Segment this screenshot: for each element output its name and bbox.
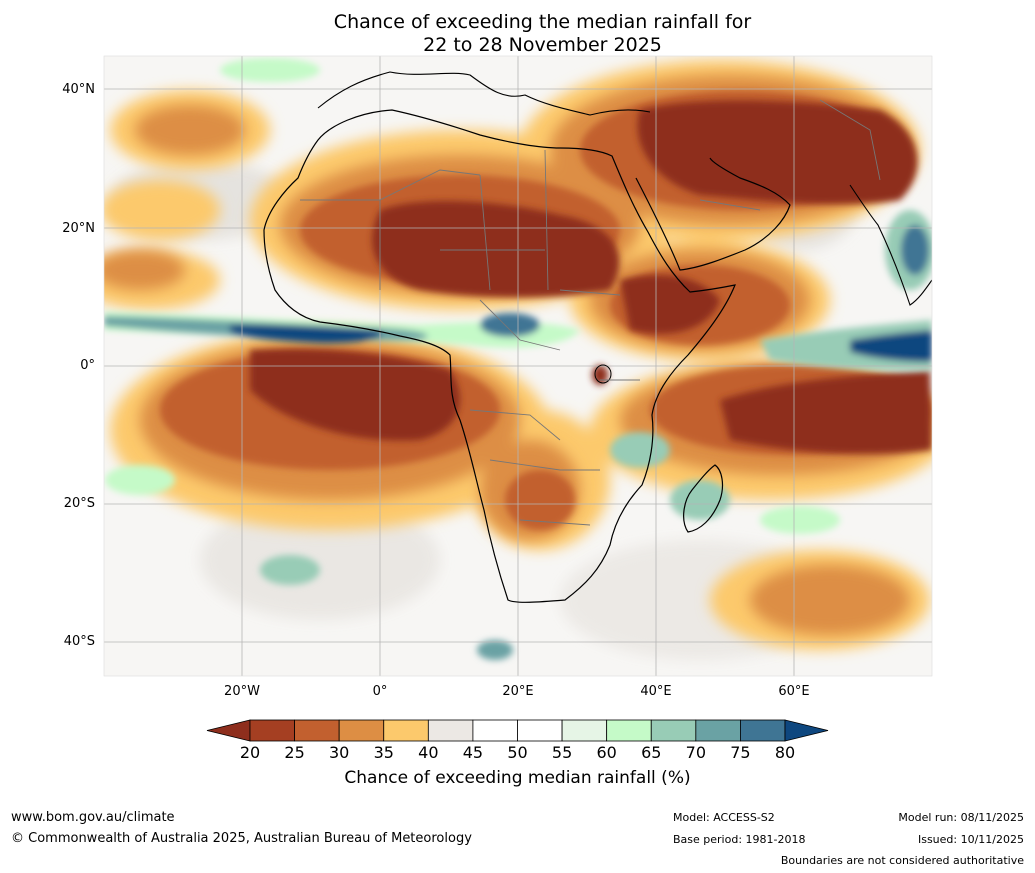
india-coastline bbox=[849, 184, 932, 306]
colorbar-tick-label: 50 bbox=[507, 743, 528, 762]
colorbar-tick-label: 35 bbox=[373, 743, 394, 762]
footer-disclaimer: Boundaries are not considered authoritat… bbox=[780, 854, 1024, 867]
colorbar-tick-label: 75 bbox=[730, 743, 751, 762]
footer-website: www.bom.gov.au/climate bbox=[11, 810, 175, 825]
lon-label-60e: 60°E bbox=[778, 684, 810, 699]
lat-label-40n: 40°N bbox=[62, 82, 95, 97]
colorbar-tick-label: 60 bbox=[596, 743, 617, 762]
wet-zones bbox=[104, 58, 932, 660]
madagascar-coastline bbox=[683, 464, 724, 533]
colorbar-tick-label: 65 bbox=[641, 743, 662, 762]
graticule bbox=[104, 56, 932, 676]
chart-title-line-2: 22 to 28 November 2025 bbox=[423, 34, 662, 56]
country-borders bbox=[300, 99, 881, 526]
lat-label-20n: 20°N bbox=[62, 221, 95, 236]
lon-label-20e: 20°E bbox=[502, 684, 534, 699]
colorbar-tick-label: 25 bbox=[284, 743, 305, 762]
colorbar-tick-label: 70 bbox=[685, 743, 707, 762]
lon-label-40e: 40°E bbox=[640, 684, 672, 699]
colorbar-tick-label: 40 bbox=[418, 743, 439, 762]
dry-zone-below-25 bbox=[250, 100, 932, 455]
arabian-peninsula-coastline bbox=[635, 157, 791, 271]
lat-label-equator: 0° bbox=[80, 358, 95, 373]
lon-label-prime-meridian: 0° bbox=[372, 684, 388, 699]
colorbar-tick-label: 45 bbox=[462, 743, 484, 762]
lat-label-40s: 40°S bbox=[63, 634, 95, 649]
footer-model: Model: ACCESS-S2 bbox=[673, 811, 775, 824]
map-border bbox=[103, 55, 933, 677]
africa-coastline bbox=[263, 109, 736, 603]
colorbar-tick-label: 30 bbox=[328, 743, 350, 762]
footer-copyright: © Commonwealth of Australia 2025, Austra… bbox=[11, 831, 472, 846]
colorbar-label: Chance of exceeding median rainfall (%) bbox=[344, 768, 691, 788]
chart-title-line-1: Chance of exceeding the median rainfall … bbox=[333, 11, 752, 33]
colorbar-tick-label: 55 bbox=[551, 743, 573, 762]
map-frame bbox=[104, 56, 932, 676]
footer-issued: Issued: 10/11/2025 bbox=[917, 833, 1024, 846]
lat-label-20s: 20°S bbox=[63, 496, 95, 511]
lon-label-20w: 20°W bbox=[224, 684, 260, 699]
footer-model-run: Model run: 08/11/2025 bbox=[898, 811, 1024, 824]
colorbar-tick-label: 20 bbox=[239, 743, 261, 762]
mediterranean-north-coastline bbox=[317, 71, 651, 116]
colorbar-tick-label: 80 bbox=[774, 743, 796, 762]
lake-victoria bbox=[594, 364, 612, 384]
footer-base-period: Base period: 1981-2018 bbox=[673, 833, 806, 846]
